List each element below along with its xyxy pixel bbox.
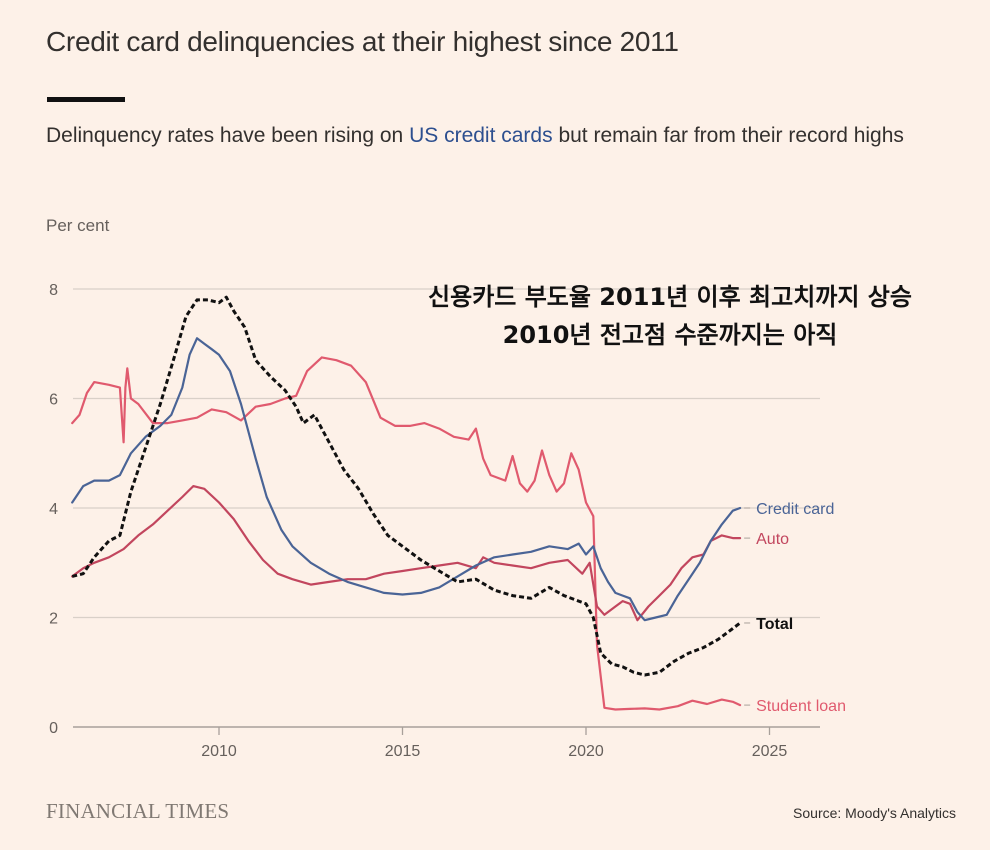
y-axis: 0 2 4 6 8	[49, 282, 58, 737]
inline-legend: Credit card Auto Student loan Total	[744, 501, 846, 715]
subtitle-text-post: but remain far from their record highs	[552, 124, 904, 147]
y-tick-label: 4	[49, 501, 58, 518]
x-tick-label: 2010	[201, 743, 237, 760]
x-tick-label: 2020	[568, 743, 604, 760]
series-line-credit-card	[71, 337, 742, 622]
chart-title: Credit card delinquencies at their highe…	[46, 26, 679, 57]
y-tick-label: 6	[49, 392, 58, 409]
korean-annotation: 신용카드 부도율 2011년 이후 최고치까지 상승 2010년 전고점 수준까…	[360, 278, 980, 354]
y-axis-unit-label: Per cent	[46, 216, 110, 235]
x-tick-label: 2015	[385, 743, 421, 760]
x-axis: 2010 2015 2020 2025	[201, 727, 787, 760]
series-line-total	[71, 295, 742, 677]
source-note: Source: Moody's Analytics	[793, 805, 956, 821]
y-tick-label: 0	[49, 720, 58, 737]
korean-annotation-line-2: 2010년 전고점 수준까지는 아직	[502, 321, 838, 349]
subtitle-highlight-link[interactable]: US credit cards	[409, 124, 553, 147]
title-rule	[47, 97, 125, 102]
legend-label-auto: Auto	[756, 531, 789, 548]
gridlines	[73, 288, 820, 728]
chart-subtitle: Delinquency rates have been rising on US…	[46, 118, 946, 154]
legend-label-student-loan: Student loan	[756, 698, 846, 715]
y-tick-label: 8	[49, 282, 58, 299]
korean-annotation-line-1: 신용카드 부도율 2011년 이후 최고치까지 상승	[428, 283, 912, 311]
legend-label-total: Total	[756, 616, 793, 633]
legend-label-credit-card: Credit card	[756, 501, 834, 518]
series-line-student-loan	[71, 356, 742, 711]
ft-brand-logo: FINANCIAL TIMES	[46, 799, 230, 823]
y-tick-label: 2	[49, 611, 58, 628]
subtitle-text-pre: Delinquency rates have been rising on	[46, 124, 410, 147]
x-tick-label: 2025	[752, 743, 788, 760]
series-line-auto	[71, 485, 742, 622]
series-lines	[71, 295, 742, 711]
